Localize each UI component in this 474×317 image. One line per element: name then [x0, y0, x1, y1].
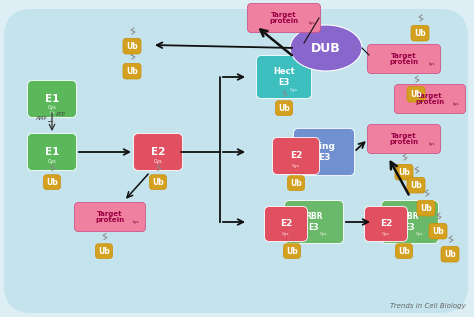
Text: E1: E1 — [45, 147, 59, 157]
Text: Ub: Ub — [278, 104, 290, 113]
Text: Ring
E3: Ring E3 — [312, 142, 336, 162]
FancyBboxPatch shape — [394, 85, 465, 113]
Ellipse shape — [290, 25, 362, 71]
FancyBboxPatch shape — [288, 176, 304, 191]
FancyBboxPatch shape — [382, 200, 438, 243]
FancyBboxPatch shape — [441, 246, 459, 262]
FancyBboxPatch shape — [123, 63, 141, 79]
Text: E2: E2 — [151, 147, 165, 157]
Text: Ub: Ub — [414, 29, 426, 38]
Text: Ub: Ub — [126, 67, 138, 76]
Text: RBR
E3: RBR E3 — [401, 212, 419, 231]
Text: DUB: DUB — [311, 42, 341, 55]
Text: Cys: Cys — [382, 232, 390, 236]
Text: Cys: Cys — [50, 115, 58, 119]
FancyBboxPatch shape — [123, 38, 141, 54]
FancyBboxPatch shape — [256, 55, 311, 99]
FancyBboxPatch shape — [365, 206, 408, 242]
FancyBboxPatch shape — [95, 244, 112, 258]
FancyBboxPatch shape — [149, 175, 166, 190]
FancyBboxPatch shape — [411, 25, 429, 41]
Text: E1: E1 — [45, 94, 59, 104]
Text: Cys: Cys — [416, 232, 424, 236]
FancyBboxPatch shape — [293, 128, 355, 176]
Text: Lys: Lys — [133, 220, 139, 224]
FancyBboxPatch shape — [367, 125, 440, 153]
Text: Lys: Lys — [429, 142, 435, 146]
Text: Ub: Ub — [398, 168, 410, 177]
Text: Lys: Lys — [429, 62, 435, 66]
Text: AMP: AMP — [36, 117, 48, 121]
Text: Ub: Ub — [410, 181, 422, 190]
Text: Cys: Cys — [290, 88, 298, 92]
FancyBboxPatch shape — [4, 9, 468, 313]
Text: Ub: Ub — [46, 178, 58, 187]
Text: E2: E2 — [380, 219, 392, 229]
Text: E2: E2 — [280, 219, 292, 229]
Text: RBR
E3: RBR E3 — [305, 212, 323, 231]
Text: Target
protein: Target protein — [95, 211, 125, 223]
Text: Ub: Ub — [152, 178, 164, 187]
Text: Lys: Lys — [309, 21, 315, 25]
Text: Cys: Cys — [47, 158, 56, 164]
Text: Ub: Ub — [290, 178, 302, 188]
Text: Hect
E3: Hect E3 — [273, 68, 295, 87]
FancyBboxPatch shape — [275, 101, 292, 115]
Text: Ub: Ub — [444, 250, 456, 259]
Text: ATP: ATP — [56, 113, 66, 118]
Text: Trends in Cell Biology: Trends in Cell Biology — [390, 303, 466, 309]
Text: Lys: Lys — [453, 102, 459, 106]
FancyBboxPatch shape — [247, 3, 320, 33]
FancyBboxPatch shape — [407, 178, 425, 193]
FancyBboxPatch shape — [417, 200, 435, 216]
FancyBboxPatch shape — [395, 165, 413, 180]
FancyBboxPatch shape — [27, 133, 76, 171]
FancyBboxPatch shape — [264, 206, 308, 242]
FancyBboxPatch shape — [283, 244, 301, 258]
Text: Ub: Ub — [51, 120, 57, 124]
FancyBboxPatch shape — [134, 133, 182, 171]
Text: Target
protein: Target protein — [415, 93, 445, 105]
FancyBboxPatch shape — [44, 175, 61, 190]
FancyBboxPatch shape — [407, 87, 425, 102]
Text: E2: E2 — [290, 152, 302, 160]
Text: Target
protein: Target protein — [390, 53, 419, 65]
Text: Ub: Ub — [410, 90, 422, 99]
Text: Ub: Ub — [398, 247, 410, 256]
Text: Ub: Ub — [98, 247, 110, 256]
Text: Ub: Ub — [126, 42, 138, 51]
Text: Target
protein: Target protein — [269, 12, 299, 24]
Text: Target
protein: Target protein — [390, 133, 419, 145]
FancyBboxPatch shape — [27, 81, 76, 118]
Text: Ub: Ub — [432, 227, 444, 236]
Text: Ub: Ub — [49, 111, 55, 115]
Text: Cys: Cys — [292, 164, 300, 168]
FancyBboxPatch shape — [395, 244, 412, 258]
FancyBboxPatch shape — [74, 203, 146, 231]
Text: Cys: Cys — [154, 158, 163, 164]
Text: Ub: Ub — [420, 204, 432, 213]
FancyBboxPatch shape — [273, 138, 319, 174]
FancyBboxPatch shape — [429, 223, 447, 239]
Text: Ub: Ub — [286, 247, 298, 256]
FancyBboxPatch shape — [284, 200, 344, 243]
FancyBboxPatch shape — [367, 44, 440, 74]
Text: Cys: Cys — [320, 232, 328, 236]
Text: Cys: Cys — [282, 232, 290, 236]
Text: Cys: Cys — [47, 106, 56, 111]
